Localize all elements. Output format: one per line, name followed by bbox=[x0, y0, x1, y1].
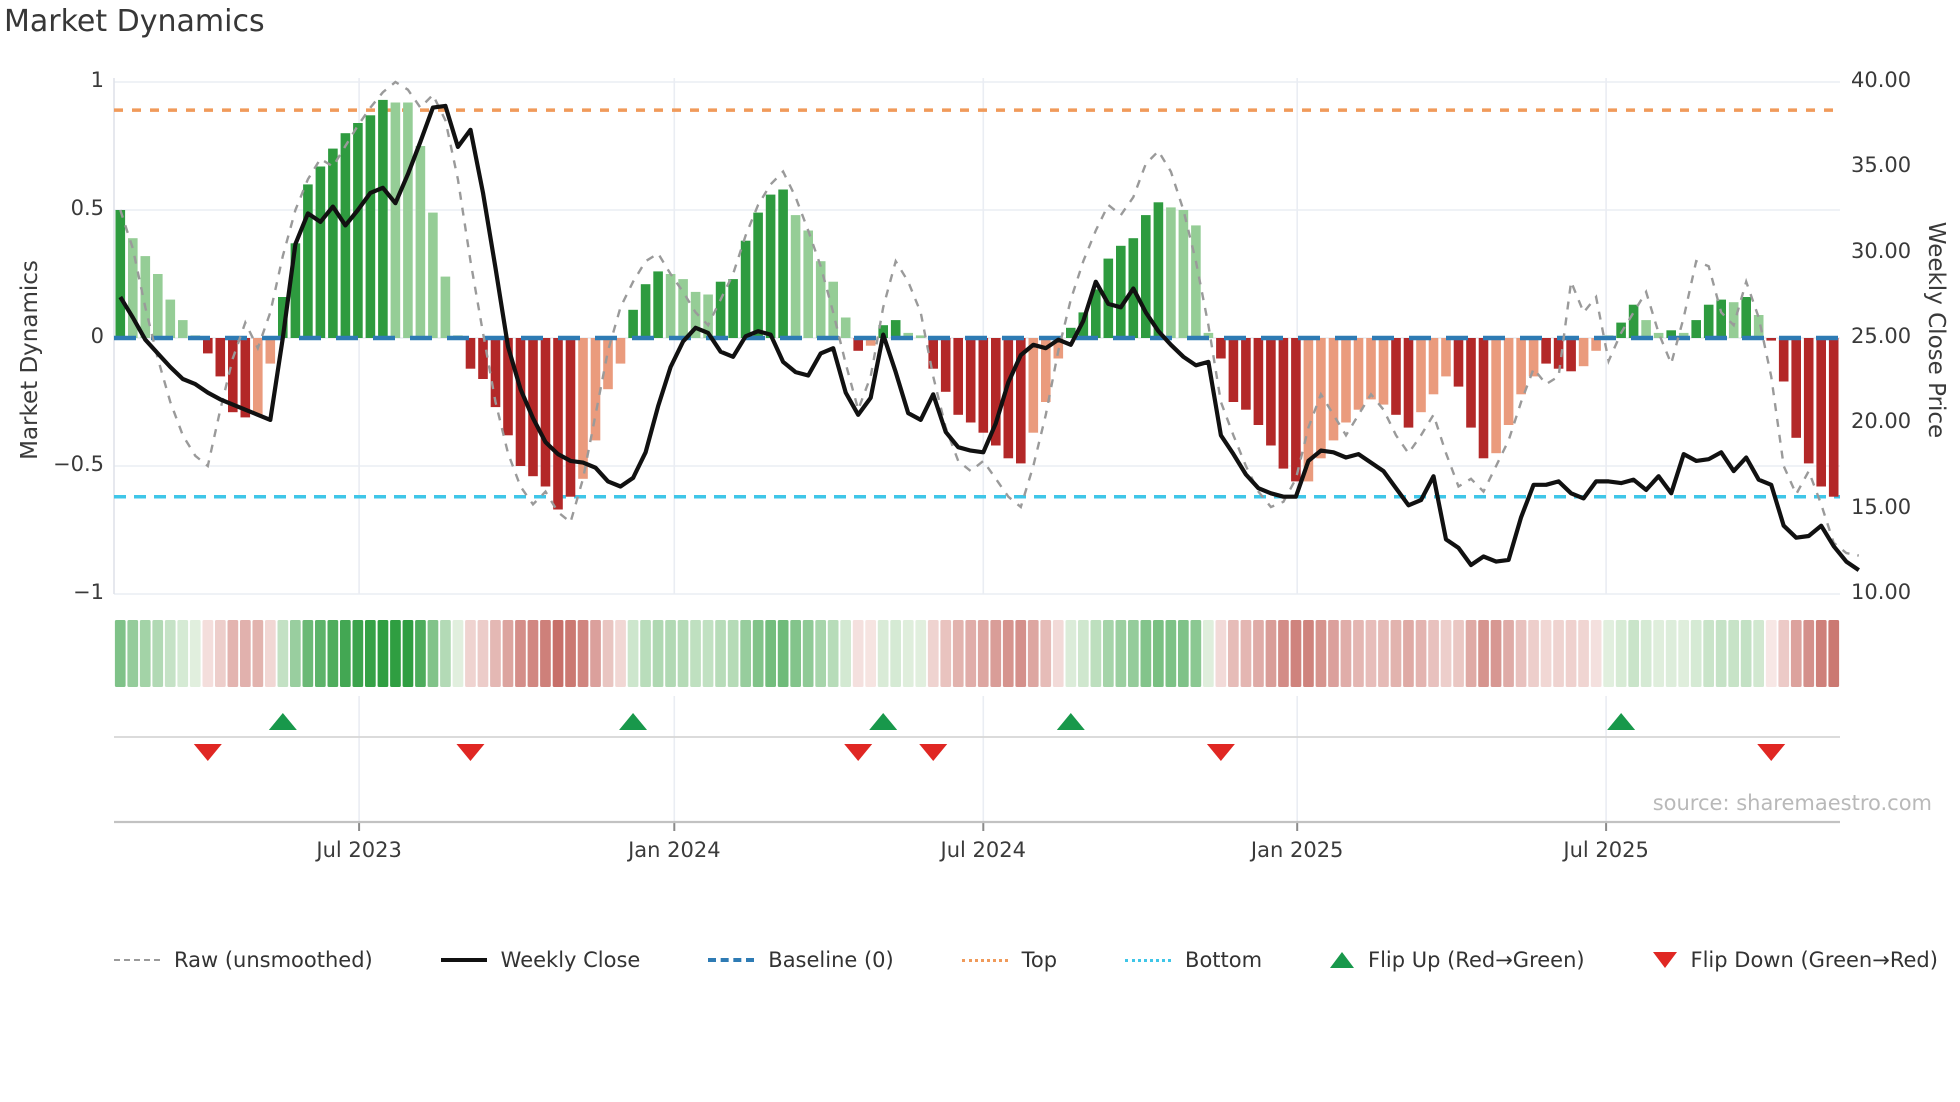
legend-item-label: Top bbox=[1021, 948, 1058, 972]
x-axis-tick-label: Jan 2024 bbox=[628, 838, 721, 862]
legend-item-label: Weekly Close bbox=[500, 948, 641, 972]
right-axis-tick-label: 30.00 bbox=[1851, 238, 1912, 263]
left-axis-tick-label: −1 bbox=[73, 580, 104, 604]
legend-item: Weekly Close bbox=[440, 948, 641, 972]
legend-item: Flip Up (Red→Green) bbox=[1329, 948, 1585, 972]
solid-black-icon bbox=[440, 958, 487, 962]
left-axis-tick-label: −0.5 bbox=[53, 452, 104, 476]
right-axis-tick-label: 15.00 bbox=[1851, 494, 1912, 519]
dash-blue-icon bbox=[708, 958, 755, 962]
legend-item-label: Flip Up (Red→Green) bbox=[1367, 948, 1585, 972]
tri-down-icon bbox=[1652, 952, 1677, 968]
left-axis-tick-label: 0 bbox=[90, 324, 104, 348]
x-axis-tick-label: Jul 2024 bbox=[940, 838, 1026, 862]
tri-up-icon bbox=[1329, 952, 1354, 968]
dash-gray-icon bbox=[114, 959, 160, 961]
legend-item-label: Raw (unsmoothed) bbox=[174, 948, 373, 972]
legend-item-label: Flip Down (Green→Red) bbox=[1690, 948, 1938, 972]
dot-cyan-icon bbox=[1125, 958, 1172, 962]
right-axis-tick-label: 35.00 bbox=[1851, 153, 1912, 178]
right-axis-tick-label: 25.00 bbox=[1851, 324, 1912, 348]
source-credit: source: sharemaestro.com bbox=[1652, 791, 1932, 815]
x-axis-tick-label: Jul 2023 bbox=[316, 838, 402, 862]
right-axis-tick-label: 10.00 bbox=[1851, 580, 1912, 604]
right-axis-tick-label: 20.00 bbox=[1851, 409, 1912, 434]
left-axis-tick-label: 1 bbox=[90, 68, 104, 92]
chart-legend: Raw (unsmoothed) Weekly Close Baseline (0)… bbox=[114, 936, 1938, 984]
legend-item-label: Bottom bbox=[1185, 948, 1263, 972]
legend-item-label: Baseline (0) bbox=[768, 948, 894, 972]
x-axis-tick-label: Jul 2025 bbox=[1563, 838, 1649, 862]
dot-orange-icon bbox=[961, 958, 1008, 962]
legend-item: Baseline (0) bbox=[708, 948, 894, 972]
left-axis-tick-label: 0.5 bbox=[70, 196, 104, 220]
legend-item: Bottom bbox=[1125, 948, 1262, 972]
x-axis-tick-label: Jan 2025 bbox=[1250, 838, 1344, 862]
legend-item: Flip Down (Green→Red) bbox=[1652, 948, 1938, 972]
legend-item: Top bbox=[961, 948, 1058, 972]
right-axis-tick-label: 40.00 bbox=[1851, 68, 1912, 92]
legend-item: Raw (unsmoothed) bbox=[114, 948, 373, 972]
page-title: Market Dynamics bbox=[4, 4, 265, 39]
